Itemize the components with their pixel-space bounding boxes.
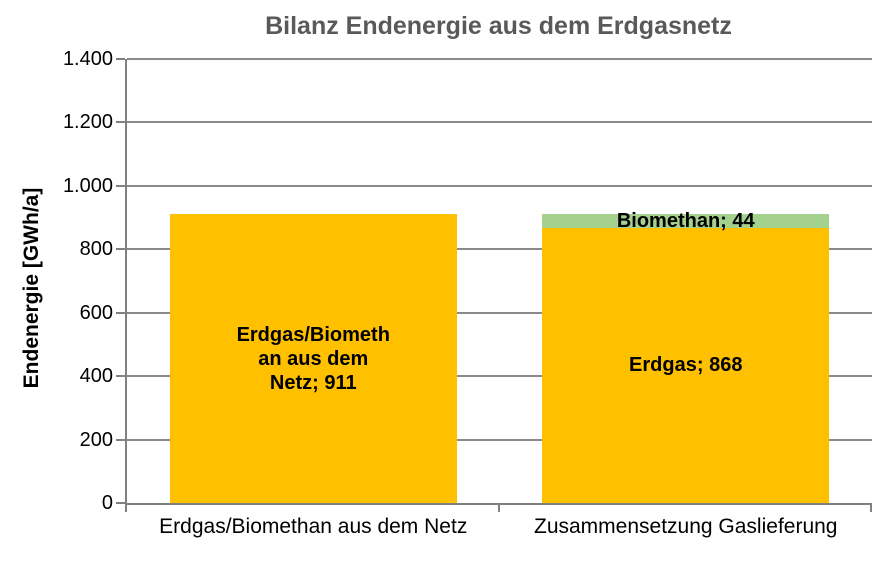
y-tick-mark <box>116 121 125 124</box>
gridline-400 <box>127 375 872 378</box>
y-tick-label: 0 <box>101 492 113 514</box>
chart-title: Bilanz Endenergie aus dem Erdgasnetz <box>265 12 732 40</box>
y-tick-label: 200 <box>79 428 113 451</box>
data-label-erdgas: Erdgas; 868 <box>629 354 743 377</box>
y-tick-label: 1.000 <box>62 174 113 197</box>
y-tick-mark <box>116 502 125 504</box>
data-label-biomethan: Biomethan; 44 <box>616 209 755 232</box>
y-tick-mark <box>116 248 125 251</box>
bar-segment-biomethan: Biomethan; 44 <box>542 210 830 232</box>
gridline-600 <box>127 311 872 314</box>
gridline-800 <box>127 248 872 251</box>
x-tick-mark <box>870 503 872 512</box>
bar-segment-erdgas: Erdgas; 868 <box>542 227 830 503</box>
bar-segment-erdgas-biomethan-aus-dem-netz: Erdgas/Biometh an aus dem Netz; 911 <box>169 214 457 503</box>
y-axis-title: Endenergie [GWh/a] <box>20 187 43 389</box>
gridline-1000 <box>127 184 872 187</box>
data-label-erdgas-biomethan-aus-dem-netz: Erdgas/Biometh an aus dem Netz; 911 <box>236 323 390 394</box>
gridline-200 <box>127 438 872 441</box>
y-tick-mark <box>116 375 125 378</box>
x-tick-mark <box>125 503 127 512</box>
gridline-1200 <box>127 121 872 124</box>
y-tick-label: 1.400 <box>62 48 113 70</box>
y-tick-label: 1.200 <box>62 111 113 134</box>
y-tick-label: 800 <box>79 238 113 261</box>
x-tick-mark <box>497 503 500 512</box>
y-tick-mark <box>116 311 125 314</box>
y-tick-mark <box>116 438 125 441</box>
y-tick-label: 400 <box>79 365 113 388</box>
y-tick-mark <box>116 184 125 187</box>
category-label: Zusammensetzung Gaslieferung <box>534 515 838 538</box>
gridline-1400 <box>127 58 872 60</box>
y-tick-mark <box>116 58 125 60</box>
category-label: Erdgas/Biomethan aus dem Netz <box>159 515 468 538</box>
y-tick-label: 600 <box>79 301 113 324</box>
plot-area: Erdgas/Biometh an aus dem Netz; 911 Erdga… <box>125 58 872 505</box>
